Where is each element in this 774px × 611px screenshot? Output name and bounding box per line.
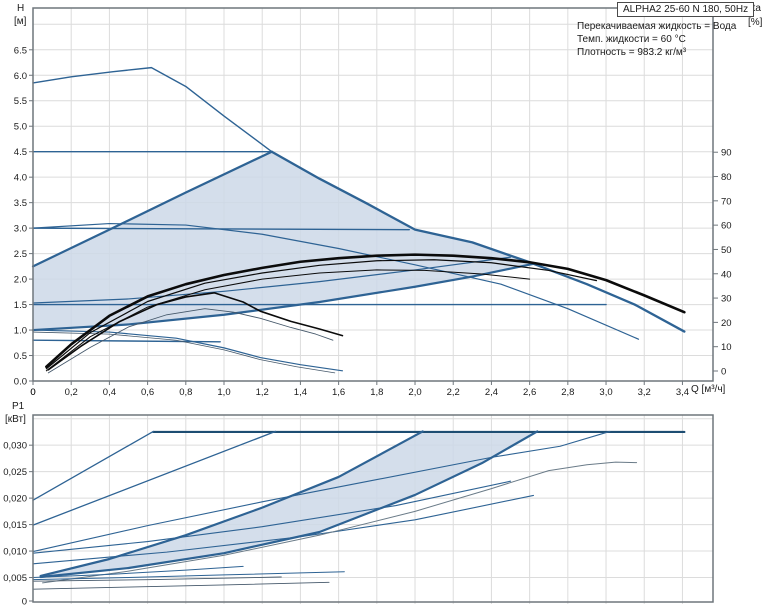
power-speed3-rise [32,430,154,501]
x-tick-label: 1,2 [256,387,269,398]
const-pressure-08-curve [32,339,221,343]
x-tick-label: 2,6 [523,387,536,398]
x-tick-label: 3,2 [638,387,651,398]
x-tick-label: 0,2 [65,387,78,398]
y-tick-label: 0,025 [3,467,27,478]
eta-curve-2 [45,259,598,370]
speed1-curve [32,329,344,372]
x-tick-label: 1,6 [332,387,345,398]
eta-tick-label: 0 [721,367,726,378]
power-autoadapt-curve [42,461,638,584]
y-tick-label: 6.0 [14,71,27,82]
eta-max-curve [45,253,686,369]
power-flow-chart: 0 0,005 0,010 0,015 0,020 0,025 0,030 [3,414,714,608]
eta-tick-label: 40 [721,269,732,280]
y-tick-label: 0,015 [3,520,27,531]
fluid-info-line: Перекачиваемая жидкость = Вода [577,21,737,32]
y-tick-label: 0,010 [3,547,27,558]
fluid-info-line: Плотность = 983.2 кг/м³ [577,47,687,58]
eta-axis-unit: [%] [748,17,763,28]
y-tick-label: 5.0 [14,122,27,133]
speed3-curve-max [270,150,686,333]
y-tick-label: 0.5 [14,351,27,362]
power-cp-rise-2 [32,480,512,554]
x-tick-label: 0,8 [179,387,192,398]
y-tick-label: 3.5 [14,198,27,209]
eta-tick-label: 10 [721,342,732,353]
eta-tick-label: 20 [721,318,732,329]
prop-pressure-1-curve [31,262,535,332]
eta-speed1-twin-curve [47,308,334,374]
x-tick-label: 0 [30,387,35,398]
x-tick-label: 0 [30,387,35,398]
power-envelope-lower [39,430,539,579]
eta-tick-label: 30 [721,294,732,305]
y-tick-label: 0 [22,597,27,608]
x-tick-label: 3,0 [599,387,612,398]
x-tick-label: 2,8 [561,387,574,398]
x-tick-label: 2,0 [408,387,421,398]
p1-axis-unit: [кВт] [5,414,26,425]
x-tick-label: 3,4 [676,387,689,398]
power-cluster-line-1 [32,565,244,579]
x-tick-label: 2,4 [485,387,498,398]
y-tick-label: 0,005 [3,573,27,584]
y-tick-label: 2.5 [14,249,27,260]
y-tick-label: 0,030 [3,441,27,452]
pump-title-badge: ALPHA2 25-60 N 180, 50Hz [617,2,755,17]
power-envelope-upper [39,430,424,578]
eta-tick-label: 90 [721,148,732,159]
p1-axis-title: P1 [12,401,25,412]
x-tick-label: 1,4 [294,387,307,398]
y-tick-label: 5.5 [14,96,27,107]
q-axis-title: Q [м³/ч] [691,384,726,395]
y-tick-label: 0.0 [14,377,27,388]
y-tick-label: 4.5 [14,147,27,158]
pump-title: ALPHA2 25-60 N 180, 50Hz [623,4,749,15]
eta-tick-label: 80 [721,172,732,183]
plot-border [32,7,714,382]
speed2-curve [32,222,640,340]
y-tick-label: 6.5 [14,45,27,56]
power-speed1-line [32,571,345,581]
fluid-info-block: Перекачиваемая жидкость = Вода Темп. жид… [577,20,736,59]
x-tick-label: 0,6 [141,387,154,398]
y-tick-label: 1.0 [14,326,27,337]
power-cp-rise-1 [32,430,611,553]
power-speed2-rise [32,430,277,526]
fluid-info-line: Темп. жидкости = 60 °C [577,34,686,45]
x-tick-label: 2,2 [447,387,460,398]
head-flow-chart: 0 0,2 0,4 0,6 0,8 1,0 1,2 1,4 1,6 1,8 2,0 2,2 2,4 2,6… [14,7,732,398]
y-tick-label: 2.0 [14,275,27,286]
eta-tick-label: 70 [721,196,732,207]
power-speed1-twin-line [32,576,282,582]
control-range-envelope [33,151,534,331]
eta-tick-label: 60 [721,221,732,232]
h-axis-unit: [м] [14,16,27,27]
h-axis-title: H [17,3,25,14]
x-tick-label: 1,8 [370,387,383,398]
x-tick-label: 0,4 [103,387,116,398]
speed3-curve-upper [32,66,273,153]
plot-border [32,414,714,603]
eta-speed1-curve [47,292,344,371]
y-tick-label: 4.0 [14,173,27,184]
power-envelope [40,431,538,577]
y-tick-label: 3.0 [14,224,27,235]
eta-tick-label: 50 [721,245,732,256]
y-tick-label: 1.5 [14,300,27,311]
y-tick-label: 0,020 [3,494,27,505]
speed1-twin-curve [32,331,336,374]
x-tick-label: 1,0 [217,387,230,398]
power-low-line [32,581,330,590]
prop-pressure-3-curve [31,150,273,268]
